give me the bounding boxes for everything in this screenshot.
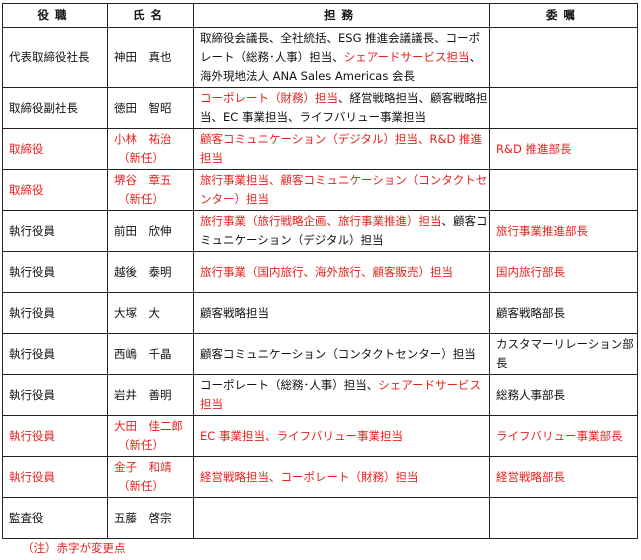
cell-name: 徳田 智昭 bbox=[107, 87, 194, 129]
duty-text: 、海外現地法人 ANA Sales Americas 会長 bbox=[200, 50, 482, 83]
header-row: 役職 氏名 担務 委嘱 bbox=[2, 3, 638, 28]
duty-text: コーポレート（財務）担当 bbox=[200, 91, 338, 105]
cell-duties bbox=[193, 497, 490, 539]
officer-name: 前田 欣伸 bbox=[114, 223, 172, 238]
new-appointment-note: （新任） bbox=[118, 192, 164, 206]
cell-commission bbox=[489, 497, 638, 539]
cell-name: 大塚 大 bbox=[107, 292, 194, 334]
header-name: 氏名 bbox=[107, 3, 194, 28]
cell-duties: コーポレート（総務･人事）担当、シェアードサービス担当 bbox=[193, 374, 490, 416]
cell-name: 前田 欣伸 bbox=[107, 210, 194, 252]
cell-duties: 顧客戦略担当 bbox=[193, 292, 490, 334]
table-row: 執行役員 岩井 善明 コーポレート（総務･人事）担当、シェアードサービス担当 総務人事… bbox=[2, 374, 638, 416]
duty-text: 経営戦略担当、コーポレート（財務）担当 bbox=[200, 469, 419, 484]
new-appointment-note: （新任） bbox=[118, 479, 164, 493]
duty-text: 顧客戦略担当 bbox=[200, 305, 269, 320]
header-commission: 委嘱 bbox=[489, 3, 638, 28]
cell-title: 執行役員 bbox=[2, 292, 108, 334]
cell-title: 取締役 bbox=[2, 128, 108, 170]
cell-name: 西嶋 千晶 bbox=[107, 333, 194, 375]
duty-text: 旅行事業担当、顧客コミュニケーション（コンタクトセンター）担当 bbox=[200, 173, 488, 206]
duty-text: コーポレート（総務･人事）担当、 bbox=[200, 378, 379, 392]
table-row: 取締役 小林 祐治 （新任） 顧客コミュニケーション（デジタル）担当、R&D 推進担当… bbox=[2, 128, 638, 170]
table-row: 取締役副社長 徳田 智昭 コーポレート（財務）担当、経営戦略担当、顧客戦略担当、EC… bbox=[2, 87, 638, 129]
cell-title: 執行役員 bbox=[2, 456, 108, 498]
duty-text: 顧客コミュニケーション（コンタクトセンター）担当 bbox=[200, 346, 476, 361]
officer-name: 西嶋 千晶 bbox=[114, 346, 172, 361]
officer-name: 大田 佳二郎 bbox=[114, 419, 183, 433]
cell-commission bbox=[489, 87, 638, 129]
cell-title: 監査役 bbox=[2, 497, 108, 539]
table-row: 執行役員 越後 泰明 旅行事業（国内旅行、海外旅行、顧客販売）担当 国内旅行部長 bbox=[2, 251, 638, 293]
table-row: 執行役員 前田 欣伸 旅行事業（旅行戦略企画、旅行事業推進）担当、顧客コミュニケーシ… bbox=[2, 210, 638, 252]
cell-name: 小林 祐治 （新任） bbox=[107, 128, 194, 170]
cell-duties: 旅行事業（旅行戦略企画、旅行事業推進）担当、顧客コミュニケーション（デジタル）担… bbox=[193, 210, 490, 252]
cell-title: 執行役員 bbox=[2, 251, 108, 293]
table-row: 取締役 堺谷 章五 （新任） 旅行事業担当、顧客コミュニケーション（コンタクトセンター… bbox=[2, 169, 638, 211]
table-row: 監査役 五藤 啓宗 bbox=[2, 497, 638, 539]
cell-commission: R&D 推進部長 bbox=[489, 128, 638, 170]
table-row: 執行役員 西嶋 千晶 顧客コミュニケーション（コンタクトセンター）担当 カスタマーリレ… bbox=[2, 333, 638, 375]
cell-commission: ライフバリュー事業部長 bbox=[489, 415, 638, 457]
cell-duties: EC 事業担当、ライフバリュー事業担当 bbox=[193, 415, 490, 457]
duty-text: 旅行事業（国内旅行、海外旅行、顧客販売）担当 bbox=[200, 264, 453, 279]
cell-duties: 旅行事業（国内旅行、海外旅行、顧客販売）担当 bbox=[193, 251, 490, 293]
cell-commission: 総務人事部長 bbox=[489, 374, 638, 416]
duty-text: 、経営戦略担当、顧客戦略担当、EC 事業担当、ライフバリュー事業担当 bbox=[200, 91, 488, 124]
duty-text: EC 事業担当、ライフバリュー事業担当 bbox=[200, 428, 403, 443]
cell-title: 執行役員 bbox=[2, 333, 108, 375]
cell-duties: コーポレート（財務）担当、経営戦略担当、顧客戦略担当、EC 事業担当、ライフバリ… bbox=[193, 87, 490, 129]
duty-text: シェアードサービス担当 bbox=[200, 378, 482, 411]
officer-name: 越後 泰明 bbox=[114, 264, 172, 279]
header-title: 役職 bbox=[2, 3, 108, 28]
cell-name: 岩井 善明 bbox=[107, 374, 194, 416]
cell-duties: 取締役会議長、全社統括、ESG 推進会議議長、コーポレート（総務･人事）担当、シ… bbox=[193, 27, 490, 88]
cell-title: 取締役副社長 bbox=[2, 87, 108, 129]
table-row: 代表取締役社長 神田 真也 取締役会議長、全社統括、ESG 推進会議議長、コーポレー… bbox=[2, 27, 638, 88]
cell-commission: 顧客戦略部長 bbox=[489, 292, 638, 334]
officer-name: 大塚 大 bbox=[114, 305, 160, 320]
cell-commission: カスタマーリレーション部長 bbox=[489, 333, 638, 375]
new-appointment-note: （新任） bbox=[118, 438, 164, 452]
cell-title: 代表取締役社長 bbox=[2, 27, 108, 88]
table-row: 執行役員 金子 和靖 （新任） 経営戦略担当、コーポレート（財務）担当 経営戦略部長 bbox=[2, 456, 638, 498]
footnote: （注）赤字が変更点 bbox=[22, 541, 126, 555]
cell-commission: 経営戦略部長 bbox=[489, 456, 638, 498]
cell-name: 越後 泰明 bbox=[107, 251, 194, 293]
cell-duties: 顧客コミュニケーション（デジタル）担当、R&D 推進担当 bbox=[193, 128, 490, 170]
officer-name: 堺谷 章五 bbox=[114, 173, 172, 187]
cell-title: 執行役員 bbox=[2, 415, 108, 457]
cell-duties: 経営戦略担当、コーポレート（財務）担当 bbox=[193, 456, 490, 498]
cell-title: 執行役員 bbox=[2, 374, 108, 416]
duty-text: 旅行事業（旅行戦略企画、旅行事業推進）担当 bbox=[200, 214, 442, 228]
officer-name: 五藤 啓宗 bbox=[114, 510, 172, 525]
cell-name: 五藤 啓宗 bbox=[107, 497, 194, 539]
cell-name: 堺谷 章五 （新任） bbox=[107, 169, 194, 211]
cell-duties: 顧客コミュニケーション（コンタクトセンター）担当 bbox=[193, 333, 490, 375]
cell-duties: 旅行事業担当、顧客コミュニケーション（コンタクトセンター）担当 bbox=[193, 169, 490, 211]
cell-title: 執行役員 bbox=[2, 210, 108, 252]
cell-commission: 国内旅行部長 bbox=[489, 251, 638, 293]
cell-title: 取締役 bbox=[2, 169, 108, 211]
officer-name: 小林 祐治 bbox=[114, 132, 172, 146]
cell-commission: 旅行事業推進部長 bbox=[489, 210, 638, 252]
officer-name: 徳田 智昭 bbox=[114, 100, 172, 115]
officer-name: 岩井 善明 bbox=[114, 387, 172, 402]
officer-name: 金子 和靖 bbox=[114, 460, 172, 474]
duty-text: シェアードサービス担当 bbox=[343, 50, 470, 64]
table-row: 執行役員 大塚 大 顧客戦略担当 顧客戦略部長 bbox=[2, 292, 638, 334]
officers-table: 役職 氏名 担務 委嘱 代表取締役社長 神田 真也 取締役会議長、全社統括、ESG … bbox=[2, 3, 638, 539]
duty-text: 顧客コミュニケーション（デジタル）担当、R&D 推進担当 bbox=[200, 132, 483, 165]
header-duties: 担務 bbox=[193, 3, 490, 28]
officer-name: 神田 真也 bbox=[114, 50, 172, 64]
cell-commission bbox=[489, 169, 638, 211]
duty-text: 取締役会議長、全社統括、ESG 推進会議議長、コーポレート（総務･人事）担当、 bbox=[200, 31, 481, 64]
cell-name: 神田 真也 bbox=[107, 27, 194, 88]
new-appointment-note: （新任） bbox=[118, 151, 164, 165]
cell-name: 大田 佳二郎 （新任） bbox=[107, 415, 194, 457]
table-row: 執行役員 大田 佳二郎 （新任） EC 事業担当、ライフバリュー事業担当 ライフバリュー… bbox=[2, 415, 638, 457]
cell-name: 金子 和靖 （新任） bbox=[107, 456, 194, 498]
duty-text: 、顧客コミュニケーション（デジタル）担当 bbox=[200, 214, 488, 247]
cell-commission bbox=[489, 27, 638, 88]
